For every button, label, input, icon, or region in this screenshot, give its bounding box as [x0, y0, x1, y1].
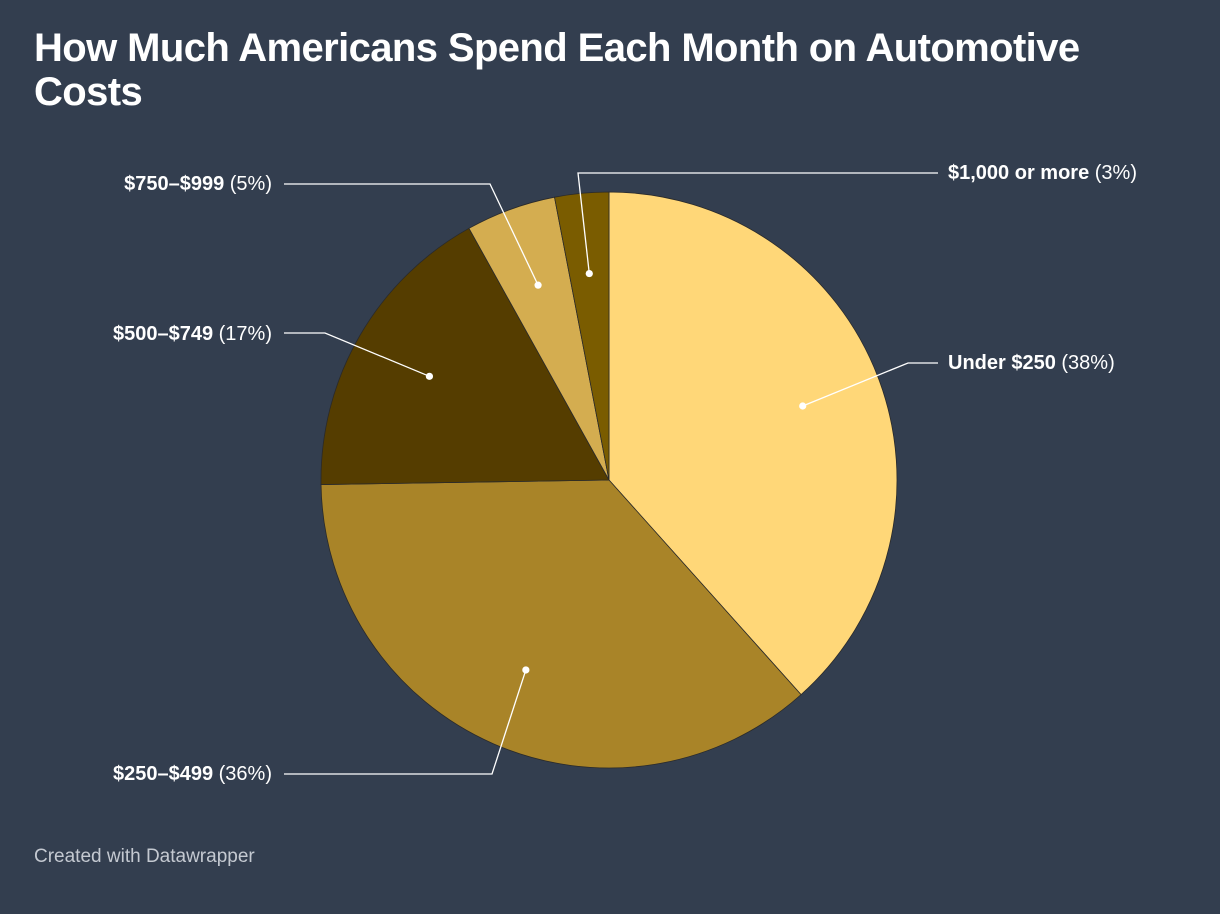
pie-slice-2: [320, 479, 802, 769]
slice-label-percent: (36%): [213, 763, 272, 785]
slice-label-5: $1,000 or more (3%): [948, 162, 1137, 184]
slice-label-percent: (3%): [1089, 162, 1137, 184]
leader-line-5: [577, 172, 938, 274]
leader-line-4: [284, 183, 539, 286]
slice-label-3: $500–$749 (17%): [113, 323, 272, 345]
pie-slice-5: [554, 191, 610, 481]
slice-label-name: $500–$749: [113, 323, 213, 345]
slice-label-percent: (38%): [1056, 352, 1115, 374]
slice-label-name: $750–$999: [124, 173, 224, 195]
leader-line-2: [284, 669, 527, 775]
pie-leader-lines: [284, 172, 938, 775]
pie-slice-1: [608, 191, 898, 696]
slice-label-name: $250–$499: [113, 763, 213, 785]
pie-slice-3: [320, 227, 610, 485]
leader-dot-5: [585, 269, 593, 278]
leader-line-3: [284, 332, 430, 377]
slice-label-percent: (17%): [213, 323, 272, 345]
leader-dot-4: [534, 281, 542, 289]
leader-dot-2: [522, 666, 530, 674]
leader-dot-3: [425, 372, 434, 380]
pie-slices: [320, 191, 898, 769]
slice-label-1: Under $250 (38%): [948, 352, 1115, 374]
slice-label-name: Under $250: [948, 352, 1056, 374]
slice-label-name: $1,000 or more: [948, 162, 1089, 184]
footer-credit: Created with Datawrapper: [34, 846, 255, 867]
slice-label-4: $750–$999 (5%): [124, 173, 272, 195]
slice-label-2: $250–$499 (36%): [113, 763, 272, 785]
chart-title: How Much Americans Spend Each Month on A…: [34, 26, 1080, 114]
leader-dot-1: [799, 402, 807, 410]
pie-labels: Under $250 (38%) $250–$499 (36%) $500–$749…: [113, 162, 1137, 785]
slice-label-percent: (5%): [224, 173, 272, 195]
leader-line-1: [802, 362, 938, 407]
